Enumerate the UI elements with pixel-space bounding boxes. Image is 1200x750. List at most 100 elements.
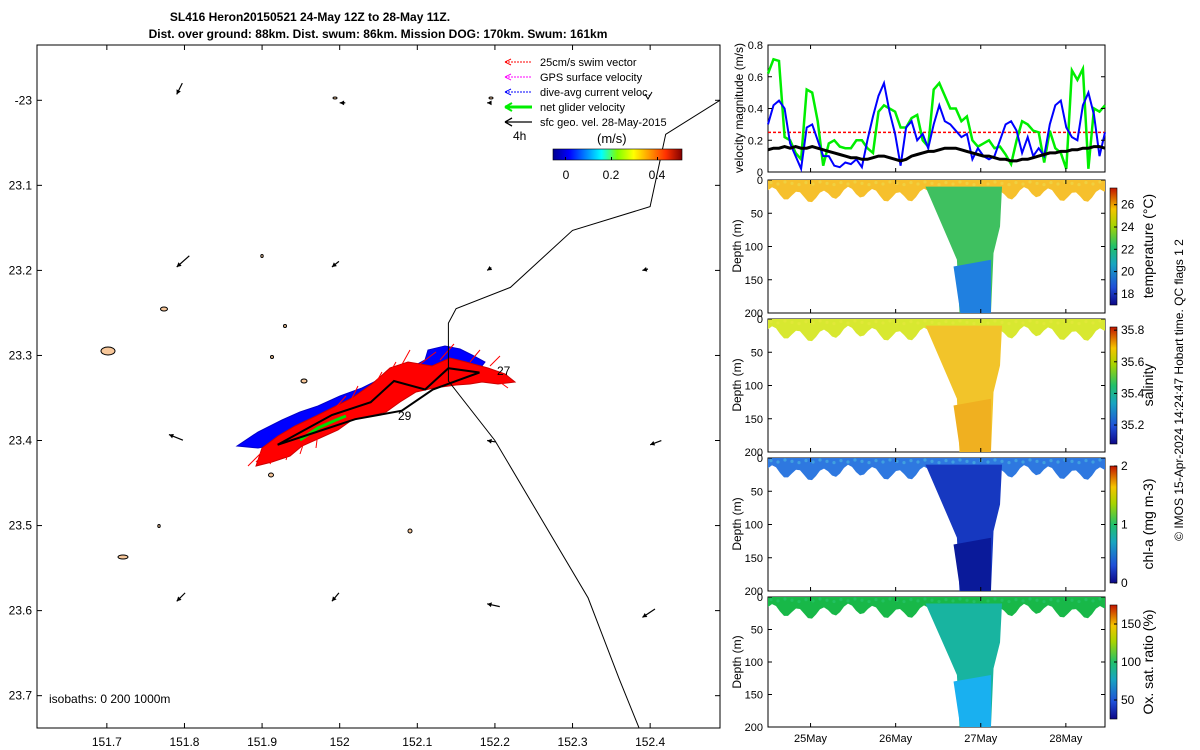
section-data-point bbox=[776, 599, 780, 603]
section-ylabel: Depth (m) bbox=[730, 635, 744, 688]
section-data-point bbox=[1049, 320, 1053, 324]
figure-title-line1: SL416 Heron20150521 24-May 12Z to 28-May… bbox=[170, 10, 450, 24]
section-data-point bbox=[965, 320, 969, 324]
section-data-point bbox=[1042, 599, 1046, 604]
section-data-point bbox=[790, 598, 794, 602]
section-data-point bbox=[923, 180, 927, 184]
time-x-axis: 25May 26May 27May 28May bbox=[794, 45, 1083, 745]
section-data-point bbox=[1028, 458, 1032, 462]
section-data-point bbox=[1049, 459, 1053, 463]
section-data-point bbox=[895, 320, 899, 324]
section-data-point bbox=[818, 319, 822, 323]
section-data-point bbox=[839, 320, 843, 324]
section-data-point bbox=[909, 459, 913, 463]
section-data-point bbox=[993, 319, 997, 323]
section-data-point bbox=[1077, 322, 1081, 326]
section-data-point bbox=[1000, 320, 1004, 324]
section-data-point bbox=[832, 322, 836, 326]
section-data-point bbox=[888, 597, 892, 601]
reef-island bbox=[100, 346, 116, 356]
section-colorbar-tick-label: 50 bbox=[1121, 693, 1135, 707]
section-data-point bbox=[909, 320, 913, 324]
section-data-point bbox=[839, 459, 843, 463]
section-data-point bbox=[832, 183, 836, 187]
section-data-point bbox=[832, 461, 836, 465]
section-data-point bbox=[1056, 182, 1060, 186]
section-data-point bbox=[1021, 182, 1025, 186]
reef-island bbox=[157, 524, 161, 528]
salinity-section: Depth (m) salinity 0 50 100 150 200 35.2 35.4 3… bbox=[730, 314, 1156, 459]
section-data-point bbox=[776, 460, 780, 464]
sfc-geo-velocity-series bbox=[767, 145, 1106, 163]
reef-island bbox=[268, 472, 274, 478]
section-data-point bbox=[860, 459, 864, 463]
section-data-point bbox=[937, 322, 941, 326]
section-data-point bbox=[1014, 598, 1018, 602]
section-data-point bbox=[853, 458, 857, 462]
section-data-point bbox=[951, 182, 955, 186]
section-colorbar-label: chl-a (mg m-3) bbox=[1140, 478, 1156, 569]
section-data-point bbox=[881, 182, 885, 186]
section-data-point bbox=[1077, 461, 1081, 465]
geo-velocity-arrowhead bbox=[339, 100, 345, 106]
section-deep-core bbox=[953, 259, 991, 313]
section-data-point bbox=[860, 320, 864, 324]
section-data-point bbox=[874, 598, 878, 602]
section-data-point bbox=[930, 459, 934, 463]
map-colorbar-tick: 0.2 bbox=[603, 168, 620, 182]
velocity-y-tick-label: 0 bbox=[757, 167, 763, 179]
section-data-point bbox=[811, 321, 815, 325]
velocity-panel: 0 0.2 0.4 0.6 0.8 velocity magnitude (m/s) bbox=[732, 40, 1106, 179]
section-data-point bbox=[951, 460, 955, 464]
section-data-point bbox=[1091, 599, 1095, 603]
section-colorbar-tick-label: 0 bbox=[1121, 576, 1128, 590]
section-data-point bbox=[783, 458, 787, 462]
section-data-point bbox=[944, 459, 948, 463]
section-y-tick-label: 0 bbox=[757, 592, 763, 604]
section-data-point bbox=[923, 597, 927, 601]
section-data-point bbox=[895, 598, 899, 602]
map-x-axis: 151.7 151.8 151.9 152 152.1 152.2 152.3 152.4 bbox=[92, 45, 665, 749]
section-data-point bbox=[937, 183, 941, 187]
legend-label: sfc geo. vel. 28-May-2015 bbox=[540, 117, 667, 129]
section-colorbar-tick-label: 1 bbox=[1121, 518, 1128, 532]
legend-label: 25cm/s swim vector bbox=[540, 57, 637, 69]
geo-velocity-arrowhead bbox=[331, 262, 337, 267]
section-y-tick-label: 150 bbox=[745, 414, 763, 426]
map-colorbar bbox=[552, 148, 683, 161]
section-data-point bbox=[972, 599, 976, 604]
map-colorbar-label: (m/s) bbox=[597, 131, 627, 146]
section-data-point bbox=[1035, 598, 1039, 602]
section-data-point bbox=[965, 598, 969, 602]
section-data-point bbox=[930, 320, 934, 324]
map-x-tick-label: 151.9 bbox=[247, 735, 277, 749]
section-data-point bbox=[804, 598, 808, 602]
section-data-point bbox=[818, 597, 822, 601]
section-y-tick-label: 150 bbox=[745, 553, 763, 565]
section-data-point bbox=[846, 460, 850, 464]
section-data-point bbox=[923, 319, 927, 323]
geo-velocity-arrowhead bbox=[642, 612, 648, 618]
section-data-point bbox=[874, 459, 878, 463]
geo-velocity-arrowhead bbox=[650, 440, 656, 446]
section-data-point bbox=[993, 180, 997, 184]
section-y-tick-label: 50 bbox=[751, 347, 763, 359]
legend-label: GPS surface velocity bbox=[540, 72, 643, 84]
section-y-tick-label: 150 bbox=[745, 690, 763, 702]
section-data-point bbox=[881, 321, 885, 325]
dive-avg-current-series bbox=[767, 79, 1106, 173]
section-data-point bbox=[790, 459, 794, 463]
section-data-point bbox=[1007, 183, 1011, 187]
section-colorbar-tick-label: 22 bbox=[1121, 242, 1135, 256]
section-data-point bbox=[902, 183, 906, 187]
section-data-point bbox=[972, 461, 976, 465]
section-data-point bbox=[1042, 461, 1046, 465]
section-data-point bbox=[958, 180, 962, 184]
section-data-point bbox=[776, 321, 780, 325]
section-data-point bbox=[769, 598, 773, 602]
section-y-tick-label: 200 bbox=[745, 308, 763, 320]
reef-island bbox=[332, 96, 338, 100]
section-data-point bbox=[811, 460, 815, 464]
map-x-tick-label: 152.1 bbox=[402, 735, 432, 749]
section-data-point bbox=[1035, 320, 1039, 324]
